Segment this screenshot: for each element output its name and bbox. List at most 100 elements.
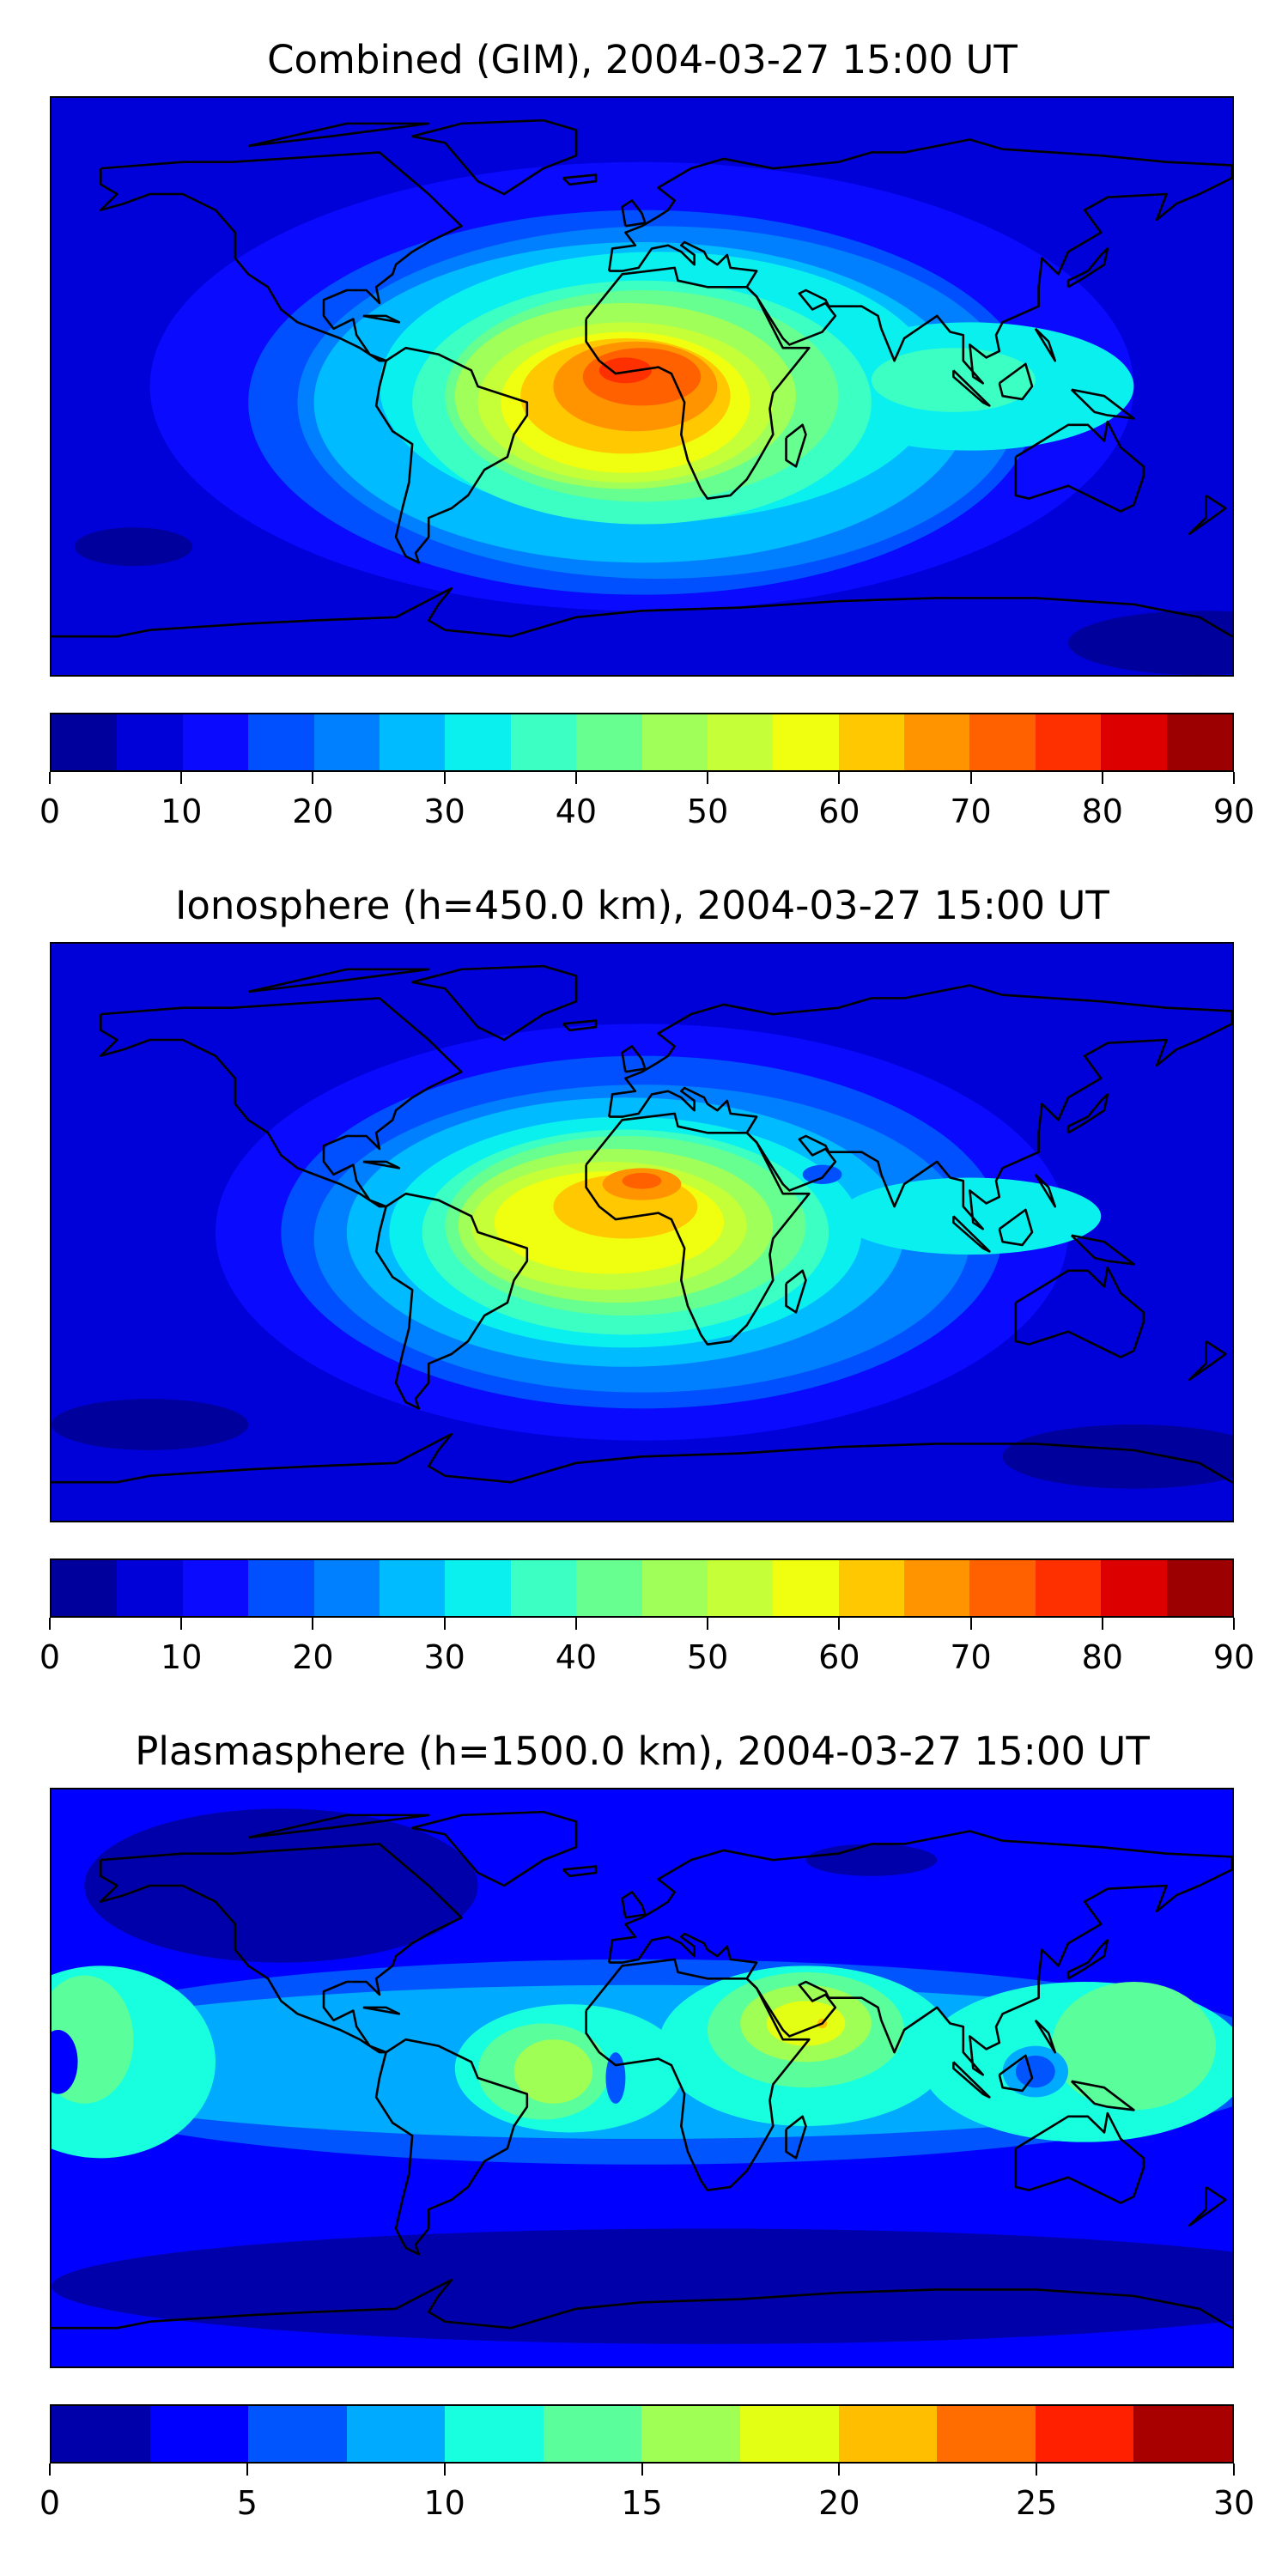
colorbar-ticks: 0 10 20 30 40 50 60 70 80 90 xyxy=(39,772,1255,832)
coastline xyxy=(1189,1341,1225,1380)
colorbar-segment xyxy=(52,2406,150,2462)
colorbar-tick xyxy=(1233,2464,1235,2476)
coastline xyxy=(412,1812,576,1886)
colorbar-tick-label: 80 xyxy=(1081,793,1123,830)
colorbar-segment xyxy=(182,1560,249,1616)
coastline xyxy=(1016,1267,1144,1358)
coastline xyxy=(953,1216,989,1251)
colorbar-tick-label: 0 xyxy=(39,793,61,830)
colorbar-segment xyxy=(707,1560,774,1616)
colorbar-tick-label: 60 xyxy=(818,793,860,830)
coastline xyxy=(100,152,461,361)
colorbar xyxy=(50,713,1234,772)
coastline xyxy=(999,2056,1032,2091)
colorbar-segment xyxy=(379,1560,446,1616)
coastline xyxy=(609,1832,1232,2075)
coastline xyxy=(363,316,399,322)
coastline xyxy=(376,2039,527,2254)
map-svg xyxy=(52,98,1232,675)
contour-band-level-3 xyxy=(802,1164,842,1184)
colorbar-tick-label: 0 xyxy=(39,1638,61,1676)
colorbar-tick xyxy=(574,772,577,784)
colorbar-tick xyxy=(49,1618,51,1630)
colorbar-tick xyxy=(641,2464,643,2476)
coastline xyxy=(363,2008,399,2014)
colorbar-tick xyxy=(707,1618,709,1630)
contour-band-level-7 xyxy=(766,2001,846,2046)
panel-title: Combined (GIM), 2004-03-27 15:00 UT xyxy=(267,37,1018,82)
colorbar-segment xyxy=(248,714,314,770)
colorbar-segment xyxy=(937,2406,1036,2462)
coastline xyxy=(1072,2081,1134,2111)
coastline xyxy=(52,588,1232,636)
colorbar-segment xyxy=(904,714,970,770)
contour-band-level-0 xyxy=(805,1844,938,1876)
colorbar-tick xyxy=(49,772,51,784)
colorbar-tick xyxy=(1101,772,1103,784)
colorbar-segment xyxy=(510,714,577,770)
colorbar-tick xyxy=(969,772,972,784)
colorbar-segment xyxy=(445,1560,511,1616)
colorbar-ticks: 0 5 10 15 20 25 30 xyxy=(39,2464,1255,2524)
coastline xyxy=(586,1114,810,1345)
coastline xyxy=(999,364,1032,399)
coastline xyxy=(787,2117,806,2159)
coastline xyxy=(1036,1175,1055,1206)
colorbar-tick xyxy=(707,772,709,784)
colorbar-tick-label: 5 xyxy=(236,2484,258,2522)
colorbar-segment xyxy=(838,1560,905,1616)
colorbar-segment xyxy=(379,714,446,770)
colorbar-tick xyxy=(1233,1618,1235,1630)
map-svg xyxy=(52,944,1232,1521)
coastline xyxy=(376,1194,527,1408)
coastline xyxy=(563,1867,596,1876)
coastline xyxy=(1068,1940,1108,1978)
colorbar-tick xyxy=(180,1618,183,1630)
tec-map xyxy=(50,1788,1234,2368)
coastline xyxy=(623,1046,646,1072)
contour-band-level-6 xyxy=(513,2039,593,2104)
colorbar-segment xyxy=(117,1560,183,1616)
colorbar-tick-label: 90 xyxy=(1212,1638,1255,1676)
coastline xyxy=(376,348,527,562)
colorbar-tick-label: 0 xyxy=(39,2484,61,2522)
colorbar-tick xyxy=(312,772,314,784)
colorbar-tick xyxy=(1101,1618,1103,1630)
contour-band-level-5 xyxy=(1051,1982,1216,2111)
contour-band-level-1 xyxy=(52,2030,78,2094)
colorbar xyxy=(50,2404,1234,2464)
colorbar-tick xyxy=(49,2464,51,2476)
coastline xyxy=(787,1271,806,1313)
colorbar-segment xyxy=(445,714,511,770)
coastline xyxy=(999,1210,1032,1245)
colorbar-segment xyxy=(182,714,249,770)
contour-band-level-0 xyxy=(74,527,193,567)
coastline xyxy=(52,1434,1232,1482)
colorbar xyxy=(50,1558,1234,1618)
colorbar-segment xyxy=(641,1560,708,1616)
colorbar-tick xyxy=(1233,772,1235,784)
colorbar-segment xyxy=(1035,2406,1134,2462)
colorbar-segment xyxy=(445,2406,544,2462)
colorbar-tick-label: 20 xyxy=(292,793,334,830)
colorbar-segment xyxy=(1035,714,1102,770)
panel-title: Ionosphere (h=450.0 km), 2004-03-27 15:0… xyxy=(175,883,1109,928)
colorbar-tick-label: 60 xyxy=(818,1638,860,1676)
coastline xyxy=(1072,1236,1134,1265)
coastline xyxy=(787,425,806,467)
contour-band-level-6 xyxy=(838,1177,1102,1255)
colorbar-segment xyxy=(773,1560,839,1616)
coastline xyxy=(953,370,989,405)
colorbar-segment xyxy=(576,714,642,770)
coastline xyxy=(412,120,576,194)
coastline xyxy=(586,1959,810,2190)
colorbar-tick-label: 25 xyxy=(1015,2484,1058,2522)
map-svg xyxy=(52,1789,1232,2366)
colorbar-segment xyxy=(641,714,708,770)
colorbar-tick xyxy=(838,2464,841,2476)
colorbar-segment xyxy=(969,714,1036,770)
colorbar-segment xyxy=(1166,714,1233,770)
contour-band-level-7 xyxy=(871,348,1036,412)
colorbar-tick-label: 20 xyxy=(292,1638,334,1676)
colorbar-segment xyxy=(248,2406,347,2462)
